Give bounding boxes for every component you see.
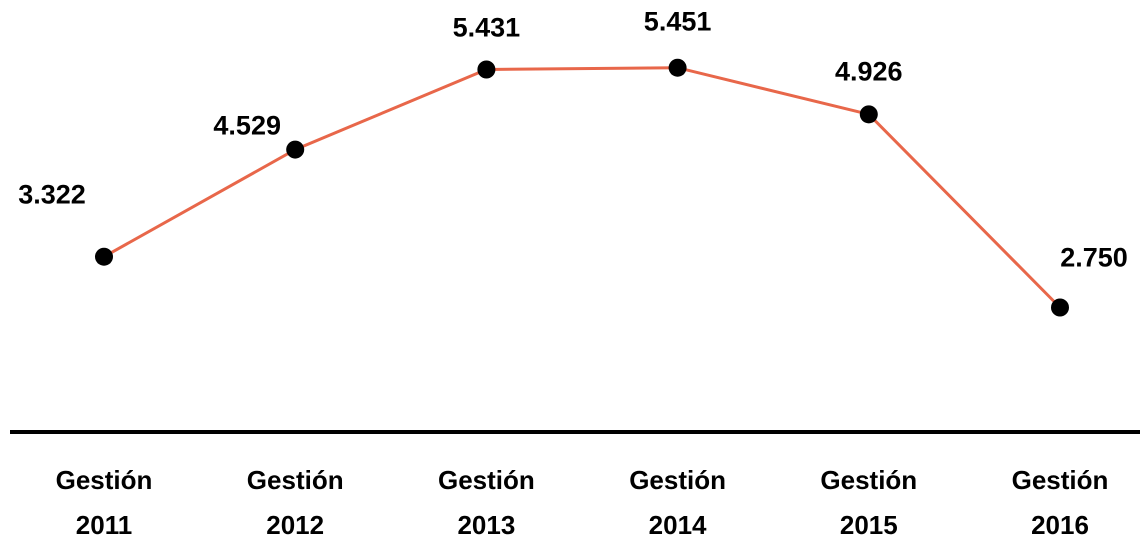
data-point [286,140,305,159]
data-point [668,58,687,77]
x-tick-label-line: Gestión [629,465,726,495]
x-tick-label-line: 2014 [649,510,707,536]
data-label: 4.926 [835,56,903,86]
x-tick-label-line: Gestión [438,465,535,495]
x-tick-label-line: Gestión [247,465,344,495]
data-label: 5.451 [644,7,712,37]
data-label: 5.431 [453,13,521,43]
data-point [1051,298,1069,317]
data-label: 3.322 [18,180,86,210]
data-label: 4.529 [213,111,281,141]
x-tick-label-line: 2015 [840,510,898,536]
series-line [103,66,1062,309]
data-label: 2.750 [1060,243,1128,273]
x-tick-label-line: Gestión [56,465,153,495]
x-tick-label-line: 2013 [457,510,515,536]
data-point [95,247,113,266]
series-layer [95,58,1069,317]
x-tick-label: Gestión 2014 [629,465,726,536]
x-tick-label-line: 2011 [76,510,132,536]
data-point [477,60,496,79]
x-tick-label-line: Gestión [820,465,917,495]
x-tick-label-line: Gestión [1012,465,1109,495]
x-tick-label-line: 2012 [266,510,324,536]
x-tick-label: Gestión 2015 [820,465,917,536]
x-tick-label-line: 2016 [1031,510,1089,536]
data-point [859,105,878,124]
x-tick-label: Gestión 2011 [56,465,153,536]
data-labels-layer: 3.322 4.529 5.431 5.451 4.926 2.750 [18,7,1128,273]
x-tick-label: Gestión 2012 [247,465,344,536]
x-tick-label: Gestión 2013 [438,465,535,536]
x-tick-label: Gestión 2016 [1012,465,1109,536]
